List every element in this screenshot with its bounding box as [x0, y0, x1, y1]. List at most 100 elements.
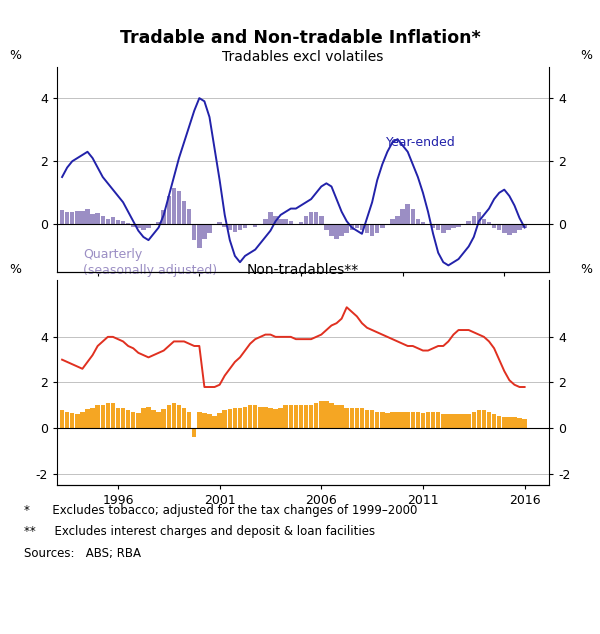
Bar	[80, 411, 85, 428]
Bar	[502, 224, 506, 233]
Bar	[451, 415, 455, 428]
Bar	[390, 219, 395, 224]
Bar	[217, 413, 222, 428]
Bar	[177, 191, 181, 224]
Bar	[85, 209, 90, 224]
Bar	[421, 413, 425, 428]
Bar	[309, 212, 313, 224]
Bar	[212, 416, 217, 428]
Bar	[283, 405, 288, 428]
Bar	[227, 224, 232, 230]
Bar	[350, 224, 354, 230]
Bar	[91, 214, 95, 224]
Bar	[334, 405, 339, 428]
Bar	[263, 219, 268, 224]
Bar	[482, 219, 486, 224]
Bar	[410, 412, 415, 428]
Bar	[441, 414, 446, 428]
Bar	[116, 219, 120, 224]
Bar	[65, 212, 70, 224]
Bar	[476, 410, 481, 428]
Bar	[187, 209, 191, 224]
Bar	[70, 212, 74, 224]
Bar	[91, 408, 95, 428]
Bar	[157, 222, 161, 224]
Bar	[289, 221, 293, 224]
Bar	[355, 224, 359, 228]
Bar	[350, 408, 354, 428]
Bar	[446, 414, 451, 428]
Text: %: %	[580, 262, 592, 276]
Bar	[151, 410, 156, 428]
Bar	[192, 428, 196, 437]
Bar	[375, 224, 379, 233]
Bar	[283, 219, 288, 224]
Bar	[197, 224, 202, 248]
Bar	[243, 224, 247, 228]
Bar	[126, 410, 130, 428]
Bar	[340, 405, 344, 428]
Bar	[466, 221, 471, 224]
Bar	[400, 412, 405, 428]
Bar	[502, 417, 506, 428]
Bar	[106, 219, 110, 224]
Bar	[131, 411, 136, 428]
Bar	[233, 224, 237, 232]
Bar	[167, 196, 171, 224]
Bar	[426, 412, 430, 428]
Bar	[456, 415, 461, 428]
Bar	[136, 413, 140, 428]
Bar	[167, 405, 171, 428]
Bar	[385, 413, 389, 428]
Bar	[289, 405, 293, 428]
Bar	[512, 224, 517, 233]
Bar	[365, 410, 369, 428]
Bar	[390, 412, 395, 428]
Bar	[197, 412, 202, 428]
Bar	[476, 212, 481, 224]
Bar	[243, 407, 247, 428]
Bar	[431, 224, 436, 228]
Bar	[466, 414, 471, 428]
Bar	[309, 405, 313, 428]
Bar	[268, 408, 273, 428]
Bar	[278, 219, 283, 224]
Bar	[95, 405, 100, 428]
Bar	[258, 407, 263, 428]
Bar	[60, 210, 64, 224]
Bar	[517, 418, 522, 428]
Bar	[223, 224, 227, 227]
Bar	[202, 224, 206, 238]
Bar	[360, 224, 364, 230]
Bar	[253, 224, 257, 227]
Text: Quarterly
(seasonally adjusted): Quarterly (seasonally adjusted)	[83, 248, 218, 277]
Bar	[410, 209, 415, 224]
Bar	[248, 405, 253, 428]
Title: Non-tradables**: Non-tradables**	[247, 263, 359, 277]
Bar	[182, 201, 187, 224]
Bar	[329, 403, 334, 428]
Bar	[461, 415, 466, 428]
Bar	[355, 408, 359, 428]
Bar	[177, 405, 181, 428]
Bar	[106, 403, 110, 428]
Bar	[497, 224, 502, 230]
Bar	[441, 224, 446, 233]
Bar	[187, 411, 191, 428]
Bar	[233, 408, 237, 428]
Bar	[110, 403, 115, 428]
Bar	[344, 408, 349, 428]
Bar	[136, 224, 140, 228]
Bar	[146, 407, 151, 428]
Bar	[101, 216, 105, 224]
Bar	[319, 216, 323, 224]
Bar	[217, 222, 222, 224]
Bar	[223, 410, 227, 428]
Text: Tradable and Non-tradable Inflation*: Tradable and Non-tradable Inflation*	[119, 29, 481, 46]
Bar	[253, 405, 257, 428]
Bar	[360, 408, 364, 428]
Text: Sources:   ABS; RBA: Sources: ABS; RBA	[24, 547, 141, 560]
Bar	[299, 405, 303, 428]
Bar	[517, 224, 522, 230]
Bar	[456, 224, 461, 227]
